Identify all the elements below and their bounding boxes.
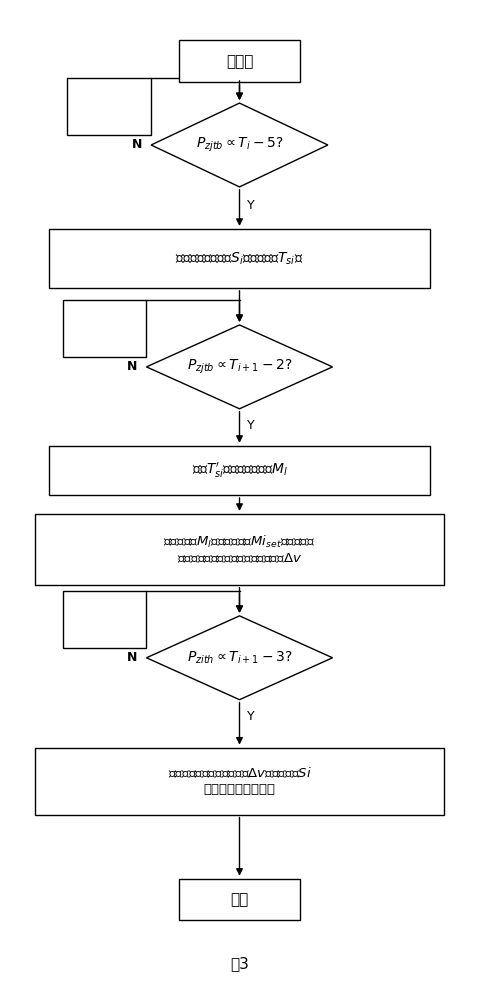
FancyBboxPatch shape (179, 879, 300, 920)
Text: 采集$T_{si}'$，计算出张力值$M_l$: 采集$T_{si}'$，计算出张力值$M_l$ (192, 461, 287, 480)
Text: Y: Y (247, 199, 254, 212)
Polygon shape (147, 616, 332, 700)
Text: $P_{zjtb}\propto T_{i+1}-2?$: $P_{zjtb}\propto T_{i+1}-2?$ (187, 358, 292, 376)
FancyBboxPatch shape (49, 229, 430, 288)
Polygon shape (147, 325, 332, 409)
Polygon shape (151, 103, 328, 187)
Text: 图3: 图3 (230, 956, 249, 971)
Text: 采用级调逆向调节模式，把$\Delta v$添加到机架$Si$
及上游机架的速度上: 采用级调逆向调节模式，把$\Delta v$添加到机架$Si$ 及上游机架的速度… (168, 766, 311, 796)
Text: 结束: 结束 (230, 892, 249, 907)
FancyBboxPatch shape (63, 591, 147, 648)
Text: 依据张力值$M_l$和张力设定值$Mi_{set}$计算得出调
节上游机架的速度参数：速度调节量$\Delta v$: 依据张力值$M_l$和张力设定值$Mi_{set}$计算得出调 节上游机架的速度… (163, 534, 316, 565)
Text: N: N (127, 360, 137, 373)
Text: $P_{zith}\propto T_{i+1}-3?$: $P_{zith}\propto T_{i+1}-3?$ (187, 650, 292, 666)
FancyBboxPatch shape (35, 514, 444, 585)
FancyBboxPatch shape (179, 40, 300, 82)
FancyBboxPatch shape (63, 300, 147, 357)
Text: $P_{zjtb}\propto T_i-5?$: $P_{zjtb}\propto T_i-5?$ (196, 136, 283, 154)
FancyBboxPatch shape (49, 446, 430, 495)
Text: Y: Y (247, 419, 254, 432)
Text: 准备好: 准备好 (226, 54, 253, 69)
Text: Y: Y (247, 710, 254, 723)
Text: N: N (131, 138, 142, 151)
Text: N: N (127, 651, 137, 664)
FancyBboxPatch shape (35, 748, 444, 815)
FancyBboxPatch shape (68, 78, 151, 135)
Text: 采集无张力下机架$S_i$的轧制转矩$T_{si}$值: 采集无张力下机架$S_i$的轧制转矩$T_{si}$值 (175, 250, 304, 267)
